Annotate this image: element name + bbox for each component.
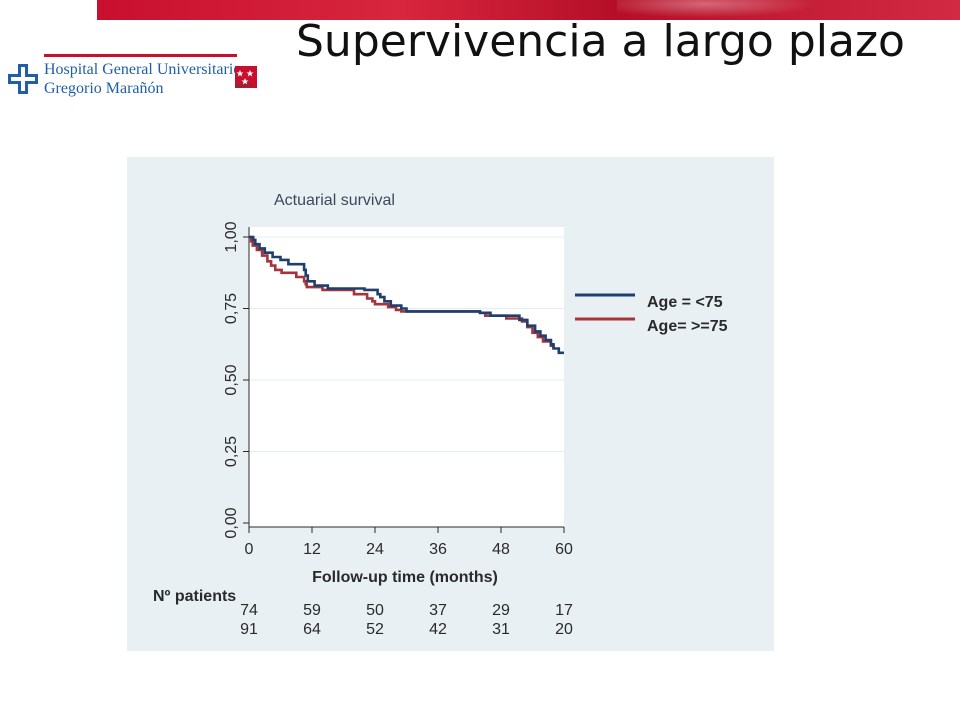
slide-title: Supervivencia a largo plazo xyxy=(296,16,905,67)
logo-line-1: Hospital General Universitario xyxy=(44,61,242,78)
legend-label-0: Age = <75 xyxy=(647,294,723,311)
risk-value-r1-c1: 64 xyxy=(303,621,321,638)
y-tick-label-3: 0,75 xyxy=(223,293,240,324)
risk-value-r0-c5: 17 xyxy=(555,602,573,619)
y-tick-label-2: 0,50 xyxy=(223,364,240,395)
y-tick-label-1: 0,25 xyxy=(223,436,240,467)
chart-panel: 0,00 0,25 0,50 0,75 1,00 0 12 24 36 48 60 Actuaria… xyxy=(127,157,774,651)
risk-value-r0-c4: 29 xyxy=(492,602,510,619)
risk-table: 74 59 50 37 29 17 91 64 52 42 31 20 xyxy=(240,602,573,638)
legend: Age = <75 Age= >=75 xyxy=(575,293,728,335)
risk-value-r1-c0: 91 xyxy=(240,621,258,638)
risk-value-r0-c3: 37 xyxy=(429,602,447,619)
y-tick-label-4: 1,00 xyxy=(223,221,240,252)
x-tick-label-4: 48 xyxy=(492,541,510,558)
logo-region: Madrid xyxy=(236,83,252,89)
top-banner xyxy=(97,0,960,20)
legend-label-1: Age= >=75 xyxy=(647,318,728,335)
x-tick-label-5: 60 xyxy=(555,541,573,558)
risk-table-label: Nº patients xyxy=(153,588,236,605)
risk-value-r0-c2: 50 xyxy=(366,602,384,619)
risk-value-r1-c5: 20 xyxy=(555,621,573,638)
series-layer xyxy=(249,235,564,355)
risk-value-r0-c0: 74 xyxy=(240,602,258,619)
series-line-1 xyxy=(249,235,555,349)
x-tick-label-3: 36 xyxy=(429,541,447,558)
x-tick-label-0: 0 xyxy=(245,541,254,558)
risk-value-r1-c2: 52 xyxy=(366,621,384,638)
hospital-logo: Hospital General Universitario Gregorio … xyxy=(8,54,258,104)
risk-value-r0-c1: 59 xyxy=(303,602,321,619)
x-tick-label-2: 24 xyxy=(366,541,384,558)
axes: 0,00 0,25 0,50 0,75 1,00 0 12 24 36 48 60 xyxy=(223,221,573,558)
madrid-flag-icon xyxy=(235,66,257,88)
logo-rule xyxy=(44,54,237,57)
chart-title: Actuarial survival xyxy=(274,192,395,209)
logo-line-2: Gregorio Marañón xyxy=(44,80,164,97)
y-tick-label-0: 0,00 xyxy=(223,507,240,538)
survival-chart: 0,00 0,25 0,50 0,75 1,00 0 12 24 36 48 60 Actuaria… xyxy=(153,192,728,638)
x-axis-label: Follow-up time (months) xyxy=(312,569,498,586)
risk-value-r1-c3: 42 xyxy=(429,621,447,638)
hospital-cross-icon xyxy=(8,64,38,94)
risk-value-r1-c4: 31 xyxy=(492,621,510,638)
x-tick-label-1: 12 xyxy=(303,541,321,558)
series-line-0 xyxy=(249,235,564,355)
